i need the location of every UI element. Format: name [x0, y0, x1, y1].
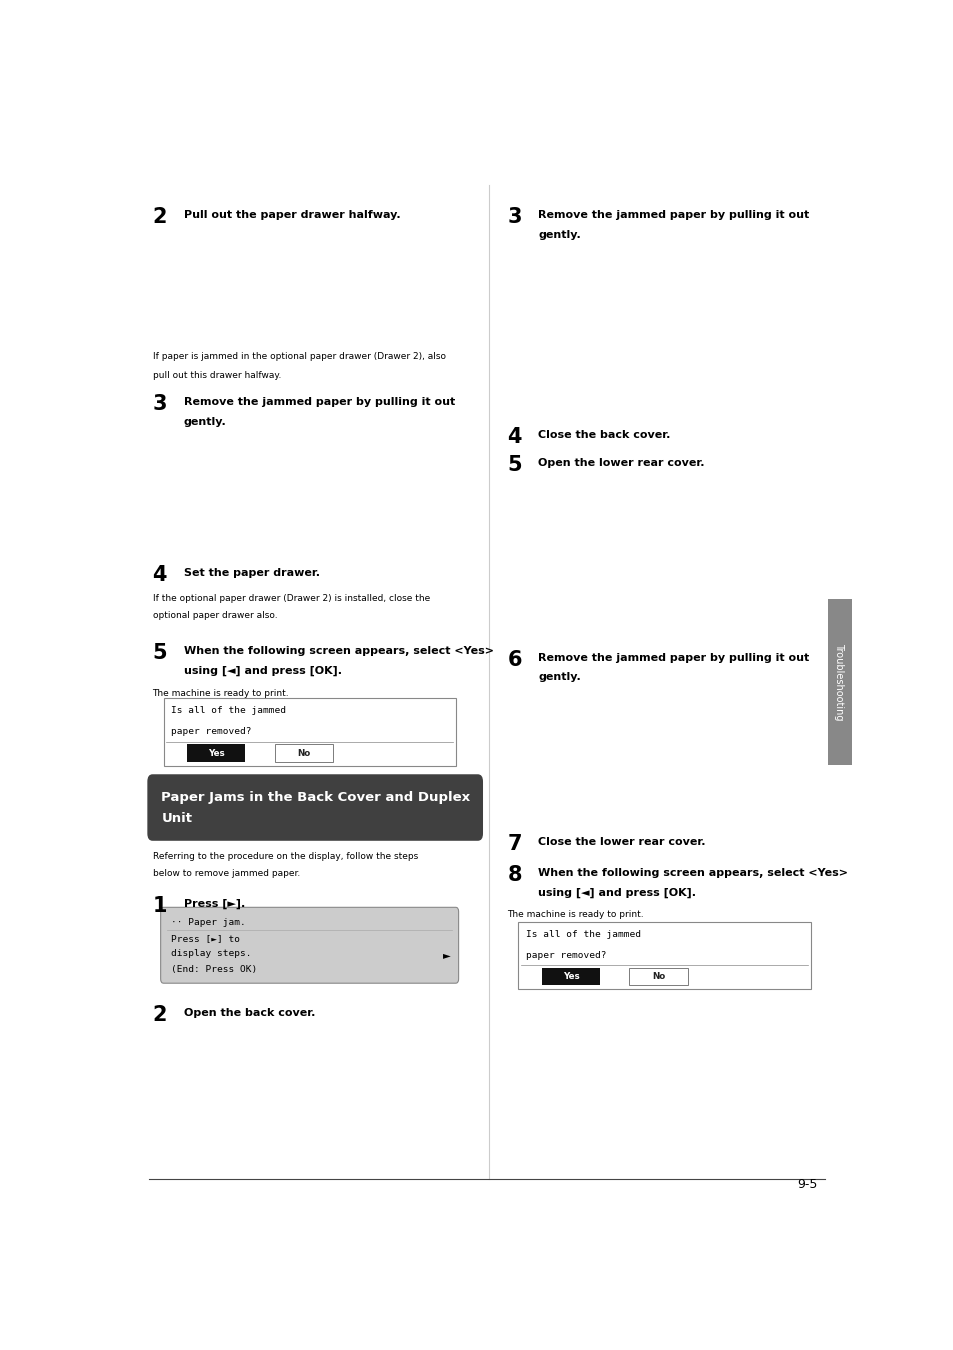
- Bar: [521, 686, 802, 810]
- Text: paper removed?: paper removed?: [171, 728, 252, 736]
- Text: display steps.: display steps.: [171, 949, 252, 958]
- Text: Referring to the procedure on the display, follow the steps: Referring to the procedure on the displa…: [152, 852, 417, 861]
- Text: Yes: Yes: [562, 972, 578, 981]
- Text: If paper is jammed in the optional paper drawer (Drawer 2), also: If paper is jammed in the optional paper…: [152, 352, 445, 362]
- Bar: [171, 224, 459, 344]
- Text: 9-5: 9-5: [797, 1179, 817, 1191]
- Text: 3: 3: [507, 207, 521, 227]
- Text: Close the lower rear cover.: Close the lower rear cover.: [537, 837, 705, 846]
- Text: 5: 5: [507, 455, 521, 475]
- Text: below to remove jammed paper.: below to remove jammed paper.: [152, 869, 299, 878]
- Text: Pull out the paper drawer halfway.: Pull out the paper drawer halfway.: [183, 209, 399, 220]
- Text: The machine is ready to print.: The machine is ready to print.: [152, 688, 289, 698]
- Text: gently.: gently.: [537, 230, 580, 239]
- Text: ·· Paper jam.: ·· Paper jam.: [171, 918, 246, 927]
- Text: Press [►] to: Press [►] to: [171, 934, 240, 942]
- Text: No: No: [651, 972, 664, 981]
- Text: optional paper drawer also.: optional paper drawer also.: [152, 612, 277, 620]
- Text: Yes: Yes: [208, 749, 224, 757]
- Text: 4: 4: [507, 427, 521, 447]
- Text: Troubleshooting: Troubleshooting: [834, 643, 843, 721]
- Bar: [629, 968, 687, 986]
- Text: Remove the jammed paper by pulling it out: Remove the jammed paper by pulling it ou…: [537, 652, 809, 663]
- Text: using [◄] and press [OK].: using [◄] and press [OK].: [537, 887, 696, 898]
- Text: 7: 7: [507, 833, 521, 853]
- Text: 2: 2: [152, 1004, 167, 1025]
- Text: When the following screen appears, select <Yes>: When the following screen appears, selec…: [183, 647, 493, 656]
- Text: 6: 6: [507, 649, 521, 670]
- Bar: [187, 744, 245, 761]
- Text: The machine is ready to print.: The machine is ready to print.: [507, 910, 643, 919]
- FancyBboxPatch shape: [147, 775, 482, 841]
- Text: paper removed?: paper removed?: [525, 950, 606, 960]
- FancyBboxPatch shape: [164, 698, 456, 765]
- Text: 8: 8: [507, 865, 521, 884]
- Text: (End: Press OK): (End: Press OK): [171, 965, 257, 975]
- Text: Open the lower rear cover.: Open the lower rear cover.: [537, 458, 704, 468]
- Text: Is all of the jammed: Is all of the jammed: [171, 706, 286, 716]
- Bar: [541, 968, 599, 986]
- Bar: [274, 744, 333, 761]
- Text: Remove the jammed paper by pulling it out: Remove the jammed paper by pulling it ou…: [537, 209, 809, 220]
- Bar: [171, 425, 459, 544]
- Text: Is all of the jammed: Is all of the jammed: [525, 930, 640, 940]
- Text: 2: 2: [152, 207, 167, 227]
- Text: gently.: gently.: [537, 672, 580, 682]
- Text: Remove the jammed paper by pulling it out: Remove the jammed paper by pulling it ou…: [183, 397, 455, 406]
- Text: 1: 1: [152, 896, 167, 915]
- FancyBboxPatch shape: [518, 922, 810, 990]
- Text: 4: 4: [152, 566, 167, 586]
- Text: gently.: gently.: [183, 417, 226, 427]
- Text: Close the back cover.: Close the back cover.: [537, 431, 670, 440]
- Text: Open the back cover.: Open the back cover.: [183, 1008, 314, 1018]
- Bar: [171, 1021, 452, 1150]
- Bar: [521, 486, 802, 626]
- Text: 3: 3: [152, 394, 167, 414]
- Text: Unit: Unit: [161, 813, 193, 825]
- Text: 5: 5: [152, 644, 167, 663]
- Text: When the following screen appears, select <Yes>: When the following screen appears, selec…: [537, 868, 847, 878]
- Text: No: No: [296, 749, 310, 757]
- Text: Press [►].: Press [►].: [183, 899, 245, 910]
- Text: using [◄] and press [OK].: using [◄] and press [OK].: [183, 666, 341, 676]
- Text: If the optional paper drawer (Drawer 2) is installed, close the: If the optional paper drawer (Drawer 2) …: [152, 594, 429, 603]
- Bar: [521, 238, 802, 404]
- Text: ►: ►: [442, 950, 450, 960]
- FancyBboxPatch shape: [160, 907, 458, 983]
- Text: Set the paper drawer.: Set the paper drawer.: [183, 568, 319, 578]
- Text: pull out this drawer halfway.: pull out this drawer halfway.: [152, 371, 280, 379]
- FancyBboxPatch shape: [826, 598, 851, 765]
- Text: Paper Jams in the Back Cover and Duplex: Paper Jams in the Back Cover and Duplex: [161, 791, 470, 803]
